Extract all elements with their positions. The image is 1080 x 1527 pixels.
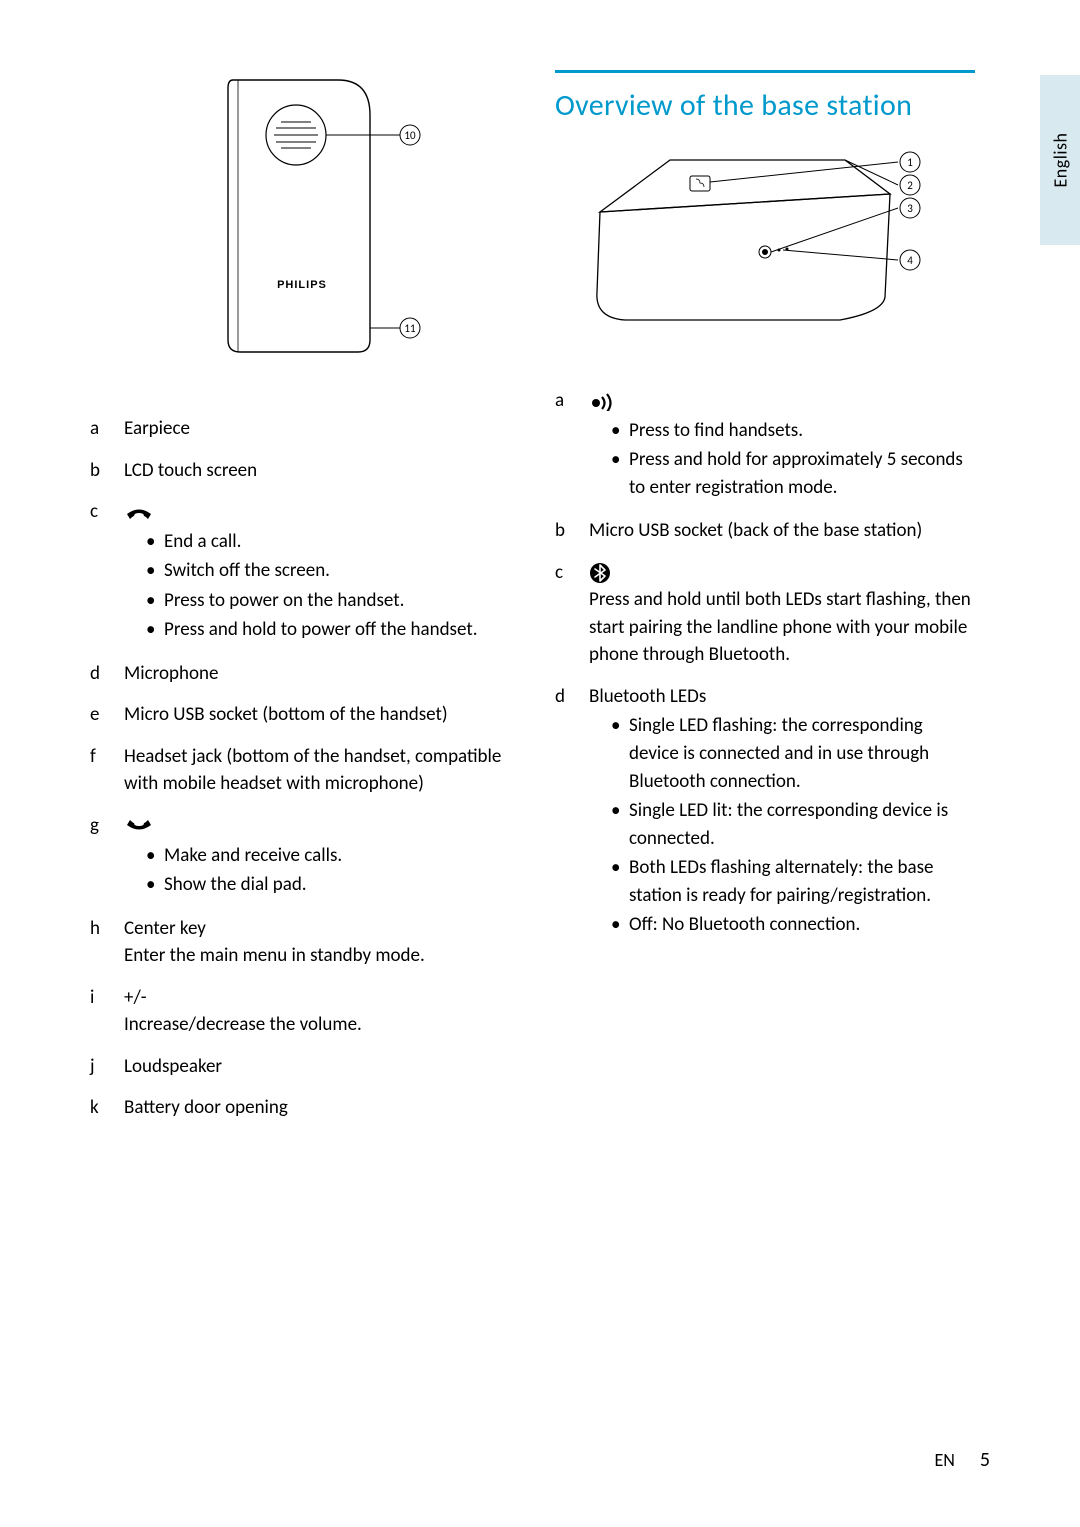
language-label: English (1049, 133, 1071, 188)
item-label: Headset jack (bottom of the handset, com… (124, 745, 501, 796)
item-row: k Battery door opening (90, 1094, 505, 1122)
item-description: Increase/decrease the volume. (124, 1013, 362, 1036)
right-column: Overview of the base station (555, 70, 975, 1136)
bullet: Both LEDs flashing alternately: the base… (611, 854, 975, 909)
callout-2: 2 (907, 179, 913, 192)
item-key: d (555, 683, 589, 941)
handset-svg: PHILIPS 10 11 (168, 70, 428, 370)
item-key: i (90, 984, 124, 1039)
item-row: h Center key Enter the main menu in stan… (90, 915, 505, 970)
item-key: a (555, 387, 589, 503)
handset-item-list: a Earpiece b LCD touch screen c End a ca… (90, 415, 505, 1122)
base-item-list: a Press to find handsets. Press and hold… (555, 387, 975, 941)
item-bullets: Press to find handsets. Press and hold f… (589, 417, 975, 502)
item-row: g Make and receive calls. Show the dial … (90, 812, 505, 901)
bullet: Single LED lit: the corresponding device… (611, 797, 975, 852)
item-row: d Bluetooth LEDs Single LED flashing: th… (555, 683, 975, 941)
item-bullets: Make and receive calls. Show the dial pa… (124, 842, 505, 899)
bullet: Press and hold to power off the handset. (146, 616, 505, 644)
section-title: Overview of the base station (555, 70, 975, 124)
bullet: Press to power on the handset. (146, 587, 505, 615)
item-key: f (90, 743, 124, 798)
item-row: j Loudspeaker (90, 1053, 505, 1081)
bullet: Press to find handsets. (611, 417, 975, 445)
item-label: Loudspeaker (124, 1055, 222, 1078)
item-row: a Earpiece (90, 415, 505, 443)
bullet: Switch off the screen. (146, 557, 505, 585)
item-label: Bluetooth LEDs (589, 685, 706, 708)
item-key: h (90, 915, 124, 970)
callout-4: 4 (907, 254, 913, 267)
item-row: b Micro USB socket (back of the base sta… (555, 517, 975, 545)
item-label: LCD touch screen (124, 459, 257, 482)
item-label: +/- (124, 986, 147, 1009)
item-description: Enter the main menu in standby mode. (124, 944, 425, 967)
bullet: End a call. (146, 528, 505, 556)
bullet: Off: No Bluetooth connection. (611, 911, 975, 939)
base-station-diagram: 1 2 3 4 (555, 142, 935, 357)
item-bullets: Single LED flashing: the corresponding d… (589, 712, 975, 938)
item-row: a Press to find handsets. Press and hold… (555, 387, 975, 503)
callout-3: 3 (907, 202, 913, 215)
item-label: Earpiece (124, 417, 190, 440)
bullet: Make and receive calls. (146, 842, 505, 870)
item-label: Microphone (124, 662, 218, 685)
callout-10: 10 (404, 129, 416, 142)
item-row: c End a call. Switch off the screen. Pre… (90, 498, 505, 646)
handset-diagram: PHILIPS 10 11 (168, 70, 428, 375)
footer-lang: EN (934, 1449, 954, 1471)
item-key: c (555, 559, 589, 669)
item-label: Center key (124, 917, 206, 940)
item-row: i +/- Increase/decrease the volume. (90, 984, 505, 1039)
page: English (0, 0, 1080, 1527)
callout-11: 11 (404, 322, 416, 335)
item-row: c Press and hold until both LEDs start f… (555, 559, 975, 669)
item-key: b (90, 457, 124, 485)
callout-1: 1 (907, 156, 913, 169)
base-station-svg: 1 2 3 4 (555, 142, 935, 352)
bullet: Press and hold for approximately 5 secon… (611, 446, 975, 501)
item-key: c (90, 498, 124, 646)
hangup-icon (124, 505, 154, 521)
item-key: k (90, 1094, 124, 1122)
footer-page-number: 5 (980, 1448, 990, 1472)
item-key: e (90, 701, 124, 729)
bullet: Single LED flashing: the corresponding d… (611, 712, 975, 795)
paging-icon (589, 391, 617, 411)
item-row: d Microphone (90, 660, 505, 688)
item-bullets: End a call. Switch off the screen. Press… (124, 528, 505, 644)
item-key: g (90, 812, 124, 901)
item-label: Battery door opening (124, 1096, 288, 1119)
item-key: j (90, 1053, 124, 1081)
bluetooth-icon (589, 562, 611, 584)
page-footer: EN 5 (934, 1448, 990, 1472)
item-label: Micro USB socket (bottom of the handset) (124, 703, 448, 726)
item-key: a (90, 415, 124, 443)
language-tab: English (1040, 75, 1080, 245)
item-key: b (555, 517, 589, 545)
left-column: PHILIPS 10 11 a Earpiece b (90, 70, 505, 1136)
brand-text: PHILIPS (277, 279, 327, 291)
item-label: Micro USB socket (back of the base stati… (589, 519, 922, 542)
item-key: d (90, 660, 124, 688)
item-description: Press and hold until both LEDs start fla… (589, 588, 971, 666)
pickup-icon (124, 818, 154, 834)
item-row: f Headset jack (bottom of the handset, c… (90, 743, 505, 798)
item-row: b LCD touch screen (90, 457, 505, 485)
two-column-layout: PHILIPS 10 11 a Earpiece b (90, 70, 1000, 1136)
bullet: Show the dial pad. (146, 871, 505, 899)
item-row: e Micro USB socket (bottom of the handse… (90, 701, 505, 729)
